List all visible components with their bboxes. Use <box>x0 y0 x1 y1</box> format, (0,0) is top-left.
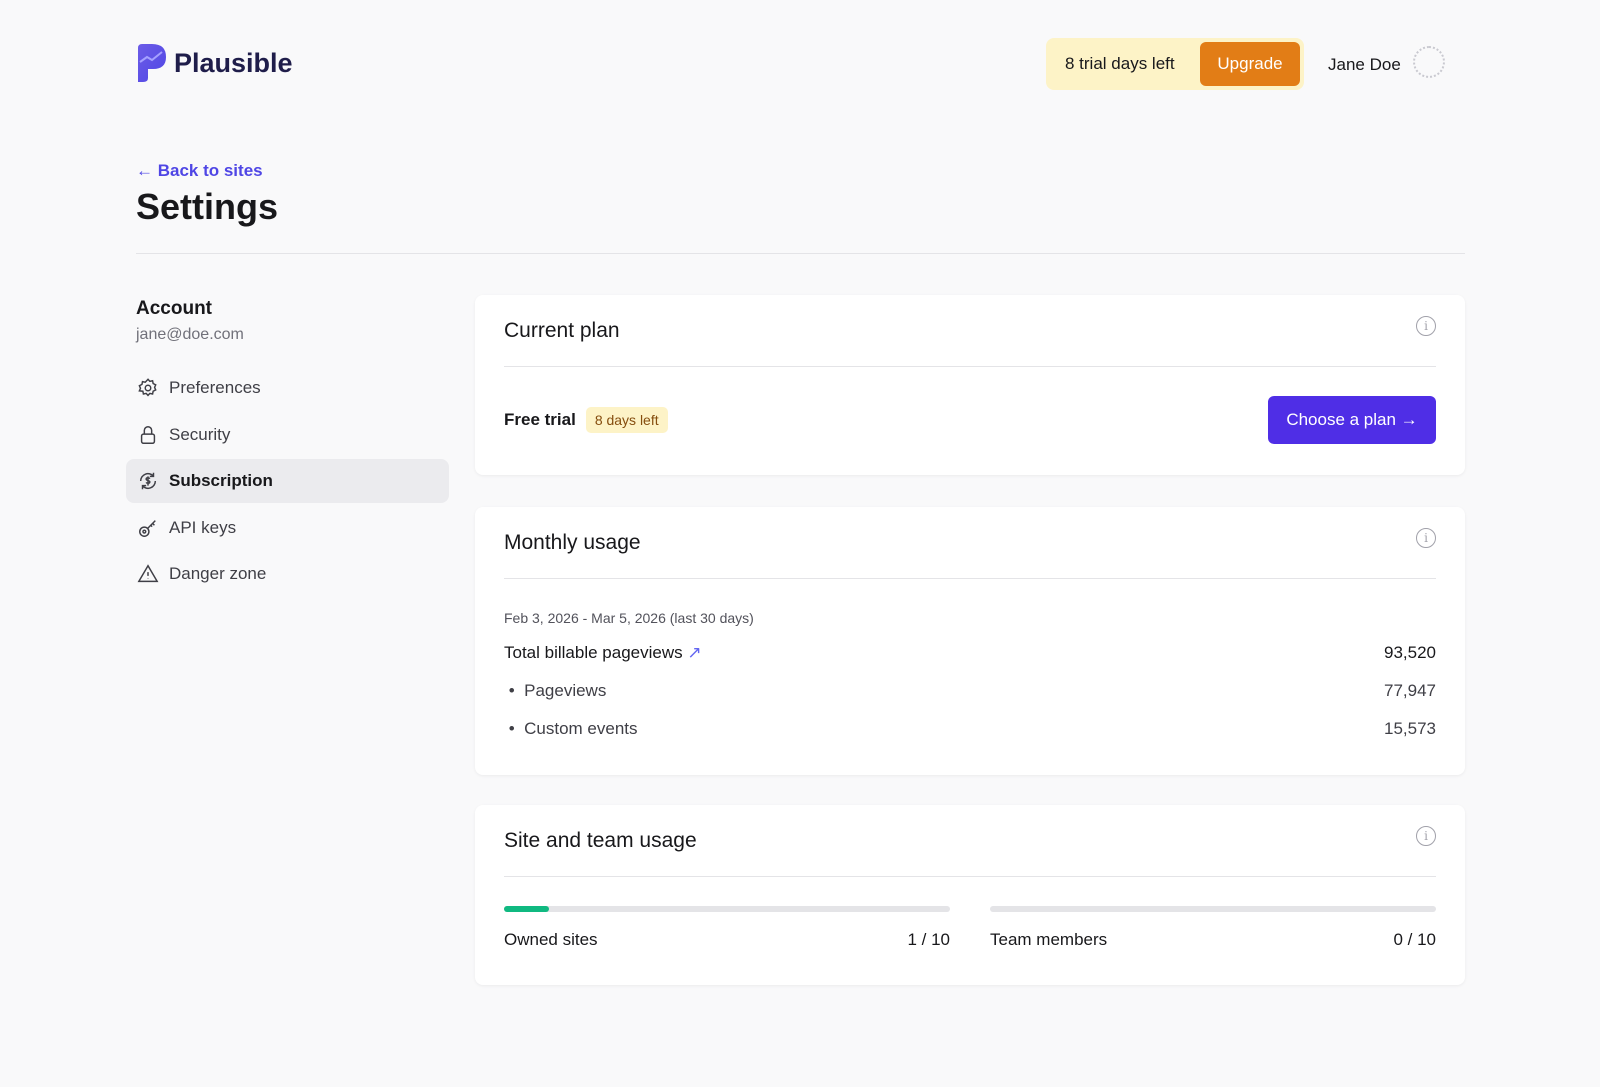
sidebar-item-label: API keys <box>169 517 237 537</box>
sidebar-item-preferences[interactable]: Preferences <box>126 366 449 410</box>
sidebar-nav: Preferences Security Subscription API ke… <box>126 366 449 599</box>
team-members-value: 0 / 10 <box>1393 930 1436 949</box>
events-text: Custom events <box>524 719 638 738</box>
team-members-bar <box>990 906 1436 912</box>
logo[interactable]: Plausible <box>136 44 293 82</box>
account-heading: Account <box>136 298 212 319</box>
info-icon[interactable]: i <box>1416 825 1436 846</box>
page-title: Settings <box>136 186 279 227</box>
account-email: jane@doe.com <box>136 326 244 343</box>
sidebar-item-label: Preferences <box>169 378 261 397</box>
owned-sites-usage: Owned sites 1 / 10 <box>504 906 950 950</box>
choose-plan-button[interactable]: Choose a plan → <box>1268 396 1436 444</box>
divider <box>136 253 1465 254</box>
upgrade-button[interactable]: Upgrade <box>1200 42 1300 86</box>
warning-icon <box>137 564 159 583</box>
card-title: Site and team usage <box>504 828 697 852</box>
team-members-label: Team members <box>990 930 1108 949</box>
date-range: Feb 3, 2026 - Mar 5, 2026 (last 30 days) <box>504 610 754 626</box>
sidebar-item-api-keys[interactable]: API keys <box>126 506 449 550</box>
trial-text: 8 trial days left <box>1065 54 1175 73</box>
back-to-sites-link[interactable]: ← Back to sites <box>136 161 263 180</box>
events-value: 15,573 <box>1384 719 1436 738</box>
card-title: Current plan <box>504 318 620 342</box>
sidebar-item-subscription[interactable]: Subscription <box>126 459 449 503</box>
pageviews-label: • Pageviews <box>504 681 607 700</box>
sidebar-item-label: Danger zone <box>169 564 267 583</box>
info-icon[interactable]: i <box>1416 315 1436 336</box>
total-label: Total billable pageviews <box>504 643 683 662</box>
info-icon[interactable]: i <box>1416 527 1436 548</box>
sidebar-item-label: Security <box>169 424 231 444</box>
monthly-usage-card: Monthly usage i Feb 3, 2026 - Mar 5, 2026… <box>475 507 1465 775</box>
gear-icon <box>138 378 157 397</box>
card-title: Monthly usage <box>504 530 641 554</box>
owned-sites-label: Owned sites <box>504 930 598 949</box>
brand-name: Plausible <box>174 47 293 78</box>
team-members-usage: Team members 0 / 10 <box>990 906 1436 950</box>
avatar <box>1412 46 1445 78</box>
total-value: 93,520 <box>1384 643 1436 662</box>
sidebar-item-danger-zone[interactable]: Danger zone <box>126 552 449 596</box>
user-name: Jane Doe <box>1328 55 1401 74</box>
pageviews-value: 77,947 <box>1384 681 1436 700</box>
owned-sites-fill <box>504 906 549 912</box>
trial-banner: 8 trial days left Upgrade <box>1046 38 1304 90</box>
plan-name: Free trial <box>504 410 576 429</box>
external-link-icon[interactable]: ↗ <box>687 643 702 662</box>
pageviews-text: Pageviews <box>524 681 607 700</box>
events-label: • Custom events <box>504 719 638 738</box>
current-plan-card: Current plan i Free trial 8 days left Choo… <box>475 295 1465 475</box>
site-team-usage-card: Site and team usage i Owned sites 1 / 10 T… <box>475 805 1465 985</box>
total-label-wrap: Total billable pageviews ↗ <box>504 643 702 663</box>
owned-sites-bar <box>504 906 950 912</box>
days-left-badge: 8 days left <box>585 407 668 433</box>
dollar-cycle-icon <box>139 472 157 490</box>
sidebar-item-label: Subscription <box>169 471 273 490</box>
key-icon <box>139 519 156 537</box>
lock-icon <box>140 425 156 444</box>
sidebar-item-security[interactable]: Security <box>126 413 449 457</box>
owned-sites-value: 1 / 10 <box>907 930 950 949</box>
user-menu[interactable]: Jane Doe <box>1328 46 1445 78</box>
plausible-logo-icon <box>138 44 166 82</box>
